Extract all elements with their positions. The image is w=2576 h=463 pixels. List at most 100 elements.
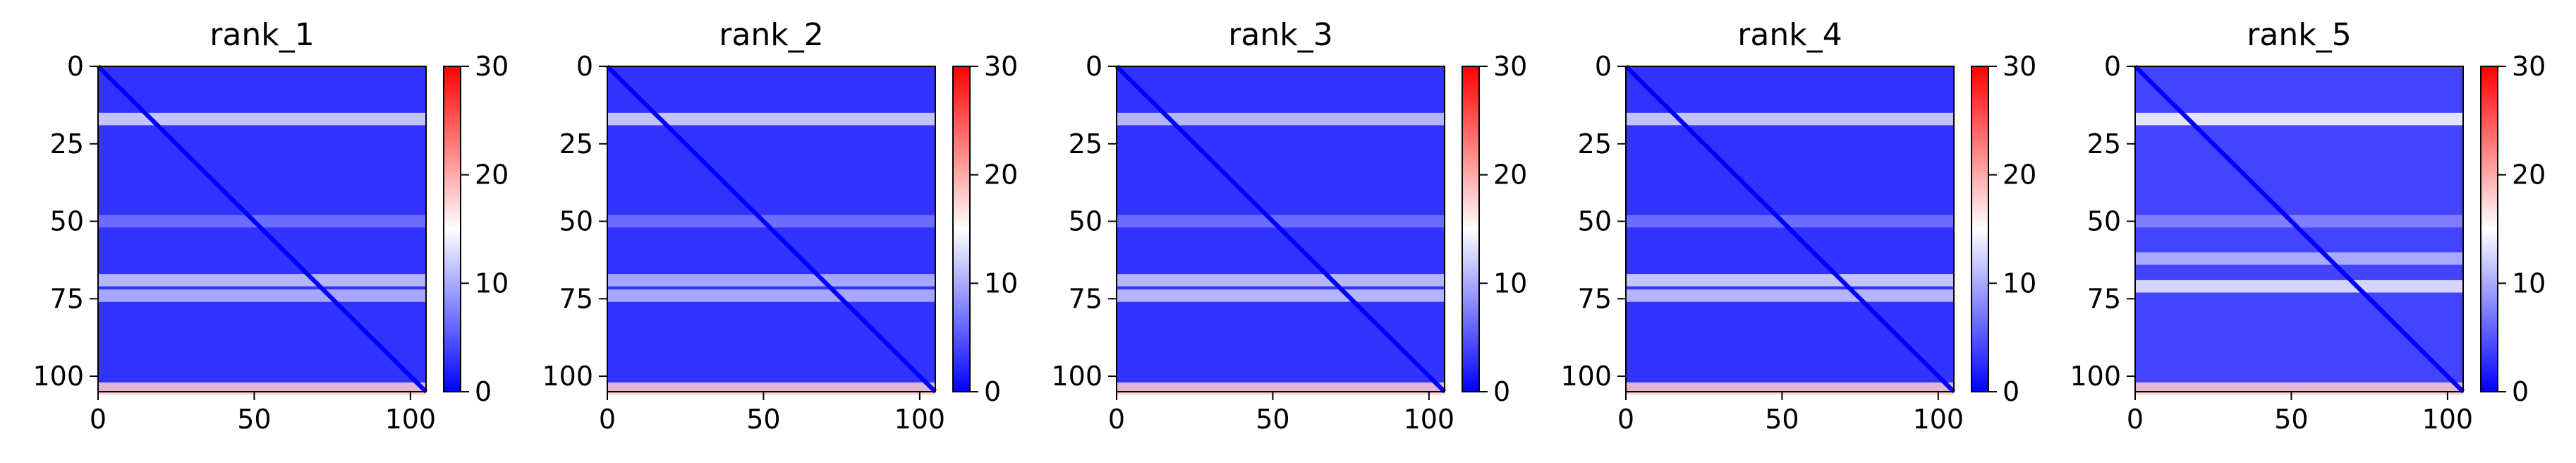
colorbar-tick-label: 0 [2003, 376, 2019, 407]
panel-title: rank_4 [1737, 17, 1842, 53]
x-tick-label: 0 [1108, 404, 1125, 435]
panel-title: rank_1 [209, 17, 314, 53]
plot-frame [607, 66, 936, 392]
y-tick-label: 50 [50, 206, 84, 237]
colorbar-tick-label: 10 [475, 267, 509, 299]
colorbar [1971, 66, 1989, 392]
x-tick-label: 100 [1913, 404, 1964, 435]
heatmap-band [98, 274, 426, 287]
x-tick-label: 50 [1765, 404, 1799, 435]
y-tick-label: 50 [1069, 206, 1102, 237]
y-tick-label: 50 [1578, 206, 1612, 237]
y-tick-label: 25 [1578, 128, 1612, 160]
plot-frame [97, 66, 427, 392]
x-tick-label: 100 [1404, 404, 1455, 435]
x-tick-label: 100 [894, 404, 946, 435]
y-tick-label: 50 [559, 206, 593, 237]
y-tick-label: 25 [1069, 128, 1102, 160]
colorbar-tick-label: 30 [1493, 51, 1527, 82]
heatmap-band [1626, 215, 1954, 228]
x-tick-label: 50 [746, 404, 780, 435]
heatmap-band [1117, 274, 1445, 287]
heatmap-band [1117, 289, 1445, 302]
heatmap-band [98, 215, 426, 228]
colorbar-tick-label: 10 [2512, 267, 2546, 299]
colorbar [952, 66, 971, 392]
colorbar-tick-label: 20 [2512, 160, 2546, 191]
heatmap-band [98, 289, 426, 302]
y-tick-label: 75 [1578, 283, 1612, 314]
x-tick-label: 100 [385, 404, 437, 435]
colorbar-tick-label: 30 [2512, 51, 2546, 82]
x-tick-label: 0 [90, 404, 107, 435]
y-tick-label: 100 [542, 361, 593, 392]
x-tick-label: 0 [2127, 404, 2144, 435]
plot-frame [1625, 66, 1955, 392]
heatmap-diagonal [2133, 64, 2465, 394]
y-tick-label: 100 [2070, 361, 2121, 392]
heatmap-band [2135, 279, 2463, 293]
y-tick-label: 0 [67, 51, 84, 82]
panel-title: rank_2 [719, 17, 823, 53]
x-tick-label: 0 [599, 404, 616, 435]
colorbar-tick-label: 30 [984, 51, 1018, 82]
x-tick-label: 50 [2274, 404, 2308, 435]
colorbar-tick-label: 10 [1493, 267, 1527, 299]
panel-title: rank_3 [1228, 17, 1332, 53]
y-tick-label: 100 [1560, 361, 1612, 392]
colorbar-tick-label: 0 [475, 376, 492, 407]
heatmap-diagonal [96, 64, 428, 394]
y-tick-label: 25 [50, 128, 84, 160]
y-tick-label: 0 [576, 51, 593, 82]
heatmap-band [607, 289, 935, 302]
heatmap-band [1626, 112, 1954, 126]
colorbar [1462, 66, 1480, 392]
colorbar-tick-label: 0 [984, 376, 1001, 407]
heatmap-band [1117, 112, 1445, 126]
heatmap-band [2135, 382, 2463, 395]
x-tick-label: 50 [1256, 404, 1289, 435]
x-tick-label: 0 [1617, 404, 1634, 435]
x-tick-label: 100 [2422, 404, 2474, 435]
y-tick-label: 75 [2087, 283, 2121, 314]
plot-frame [1116, 66, 1445, 392]
y-tick-label: 0 [1086, 51, 1102, 82]
colorbar-tick-label: 20 [984, 160, 1018, 191]
heatmap-band [607, 112, 935, 126]
colorbar [2480, 66, 2498, 392]
colorbar-tick-label: 30 [2003, 51, 2036, 82]
heatmap-band [1626, 274, 1954, 287]
colorbar-tick-label: 0 [2512, 376, 2529, 407]
heatmap-band [98, 112, 426, 126]
colorbar-tick-label: 10 [2003, 267, 2036, 299]
colorbar-tick-label: 20 [1493, 160, 1527, 191]
colorbar-tick-label: 10 [984, 267, 1018, 299]
y-tick-label: 25 [2087, 128, 2121, 160]
colorbar-tick-label: 20 [475, 160, 509, 191]
x-tick-label: 50 [237, 404, 271, 435]
y-tick-label: 100 [32, 361, 84, 392]
heatmap-band [607, 215, 935, 228]
heatmap-band [607, 382, 935, 395]
y-tick-label: 0 [1595, 51, 1612, 82]
colorbar-tick-label: 20 [2003, 160, 2036, 191]
y-tick-label: 75 [559, 283, 593, 314]
y-tick-label: 50 [2087, 206, 2121, 237]
heatmap-band [2135, 215, 2463, 228]
colorbar [443, 66, 461, 392]
heatmap-band [98, 382, 426, 395]
plot-frame [2134, 66, 2464, 392]
heatmap-band [1117, 382, 1445, 395]
colorbar-tick-label: 0 [1493, 376, 1510, 407]
colorbar-tick-label: 30 [475, 51, 509, 82]
y-tick-label: 25 [559, 128, 593, 160]
heatmap-band [1626, 382, 1954, 395]
y-tick-label: 75 [50, 283, 84, 314]
y-tick-label: 75 [1069, 283, 1102, 314]
heatmap-band [2135, 252, 2463, 265]
